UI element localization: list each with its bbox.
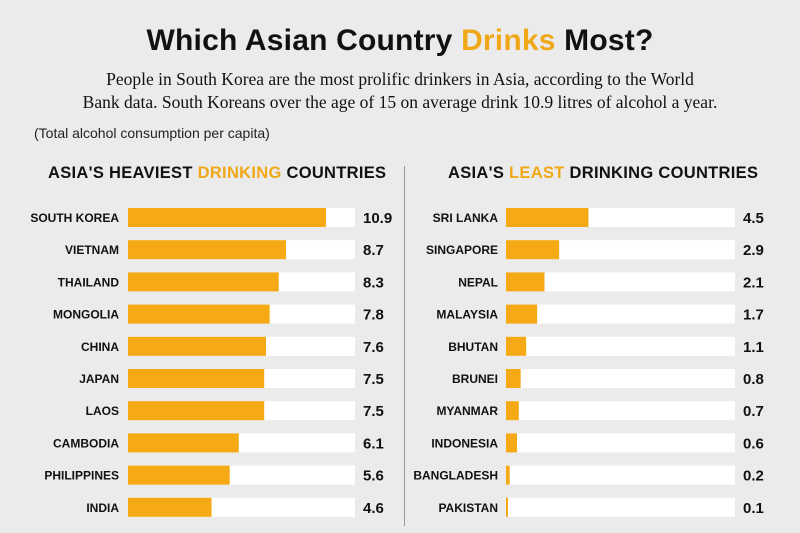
least-value-label: 0.6 — [743, 435, 764, 452]
least-category-label: SINGAPORE — [426, 243, 498, 257]
least-bar — [506, 240, 560, 260]
least-bar — [506, 465, 510, 485]
least-bar-track — [506, 336, 735, 356]
heaviest-category-label: MONGOLIA — [53, 308, 119, 322]
least-title-accent: LEAST — [509, 164, 565, 182]
heaviest-value-label: 4.6 — [363, 500, 384, 517]
heaviest-bar — [128, 401, 265, 421]
description-line-1: People in South Korea are the most proli… — [106, 69, 694, 89]
heaviest-panel-title: ASIA'S HEAVIEST DRINKING COUNTRIES — [48, 164, 386, 183]
least-bar — [506, 401, 519, 421]
title-prefix: Which Asian Country — [146, 24, 462, 57]
least-category-label: BHUTAN — [448, 340, 498, 354]
least-category-label: BRUNEI — [452, 372, 498, 386]
least-bar — [506, 208, 589, 227]
least-value-label: 4.5 — [743, 210, 764, 227]
heaviest-bar — [128, 433, 239, 453]
least-value-label: 1.7 — [743, 307, 764, 324]
heaviest-bar — [128, 369, 265, 388]
least-bar — [506, 497, 508, 517]
panel-divider — [404, 166, 405, 526]
least-value-label: 2.9 — [743, 242, 764, 259]
least-bar-track — [506, 433, 735, 453]
least-bar — [506, 336, 527, 356]
heaviest-title-accent: DRINKING — [197, 164, 282, 182]
heaviest-bar — [128, 497, 212, 517]
heaviest-bar — [128, 304, 270, 324]
least-value-label: 2.1 — [743, 274, 764, 291]
least-bar — [506, 304, 538, 324]
heaviest-value-label: 7.5 — [363, 403, 384, 420]
heaviest-value-label: 8.7 — [363, 242, 384, 259]
least-bar — [506, 272, 545, 292]
least-bar-track — [506, 465, 735, 485]
heaviest-value-label: 7.6 — [363, 339, 384, 356]
least-title-prefix: ASIA'S — [448, 164, 510, 182]
heaviest-category-label: INDIA — [86, 501, 119, 515]
heaviest-value-label: 6.1 — [363, 435, 384, 452]
heaviest-category-label: PHILIPPINES — [44, 469, 119, 483]
least-bar — [506, 433, 517, 453]
least-category-label: MYANMAR — [436, 404, 498, 418]
heaviest-category-label: CAMBODIA — [53, 436, 119, 450]
least-title-suffix: DRINKING COUNTRIES — [564, 164, 759, 182]
heaviest-chart: SOUTH KOREA 10.9 VIETNAM 8.7 THAILAND 8.3 MONG… — [30, 208, 392, 517]
heaviest-category-label: SOUTH KOREA — [30, 211, 119, 225]
description-line-2: Bank data. South Koreans over the age of… — [82, 92, 718, 112]
heaviest-category-label: VIETNAM — [65, 243, 119, 257]
least-bar-track — [506, 497, 735, 517]
heaviest-category-label: JAPAN — [79, 372, 119, 386]
least-category-label: NEPAL — [458, 275, 498, 289]
page-title: Which Asian Country Drinks Most? — [0, 24, 800, 58]
least-bar-track — [506, 369, 735, 388]
heaviest-title-prefix: ASIA'S HEAVIEST — [48, 164, 198, 182]
title-accent: Drinks — [461, 24, 556, 57]
least-category-label: MALAYSIA — [436, 308, 498, 322]
heaviest-value-label: 10.9 — [363, 210, 392, 227]
heaviest-bar — [128, 336, 267, 356]
heaviest-bar — [128, 240, 286, 260]
least-category-label: BANGLADESH — [413, 469, 498, 483]
least-value-label: 0.1 — [743, 500, 764, 517]
least-category-label: PAKISTAN — [438, 501, 498, 515]
least-panel-title: ASIA'S LEAST DRINKING COUNTRIES — [448, 164, 758, 183]
least-bar-track — [506, 401, 735, 421]
least-chart: SRI LANKA 4.5 SINGAPORE 2.9 NEPAL 2.1 MALAYSIA… — [413, 208, 764, 517]
heaviest-value-label: 7.5 — [363, 371, 384, 388]
heaviest-title-suffix: COUNTRIES — [281, 164, 387, 182]
heaviest-category-label: CHINA — [81, 340, 119, 354]
least-value-label: 1.1 — [743, 339, 764, 356]
least-bar-track — [506, 240, 735, 260]
least-value-label: 0.7 — [743, 403, 764, 420]
least-bar — [506, 369, 521, 388]
unit-note: (Total alcohol consumption per capita) — [34, 125, 270, 141]
heaviest-bar — [128, 465, 230, 485]
least-bar-track — [506, 304, 735, 324]
heaviest-bar — [128, 208, 326, 227]
least-value-label: 0.2 — [743, 468, 764, 485]
description: People in South Korea are the most proli… — [0, 68, 800, 114]
heaviest-category-label: THAILAND — [58, 275, 120, 289]
least-bar-track — [506, 272, 735, 292]
heaviest-value-label: 8.3 — [363, 274, 384, 291]
least-category-label: SRI LANKA — [433, 211, 499, 225]
least-category-label: INDONESIA — [431, 436, 498, 450]
title-suffix: Most? — [555, 24, 654, 57]
least-value-label: 0.8 — [743, 371, 764, 388]
heaviest-value-label: 5.6 — [363, 468, 384, 485]
heaviest-category-label: LAOS — [86, 404, 119, 418]
heaviest-value-label: 7.8 — [363, 307, 384, 324]
heaviest-bar — [128, 272, 279, 292]
